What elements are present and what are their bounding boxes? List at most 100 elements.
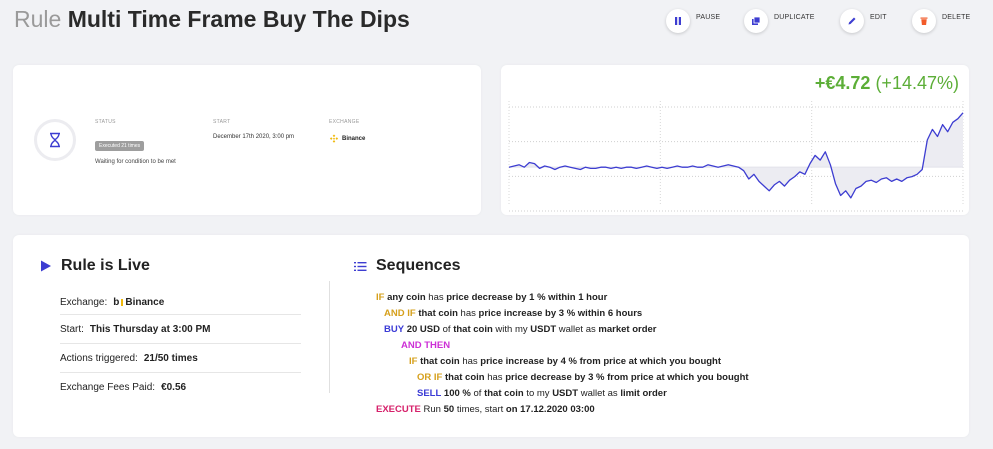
list-icon (354, 261, 367, 271)
seq-condition: price decrease by 1 % within 1 hour (446, 292, 608, 303)
seq-keyword: IF (376, 292, 385, 303)
live-start-row: Start: This Thursday at 3:00 PM (60, 316, 301, 344)
action-toolbar: PAUSE DUPLICATE EDIT DELETE (660, 8, 980, 34)
seq-verb: has (460, 308, 476, 319)
seq-condition: price increase by 3 % within 6 hours (478, 308, 643, 319)
binance-icon (329, 134, 339, 143)
seq-word: wallet as (580, 388, 618, 399)
duplicate-icon-wrap (744, 9, 768, 33)
play-icon (41, 260, 51, 272)
seq-subject: that coin (453, 324, 493, 335)
profit-loss: +€4.72 (+14.47%) (815, 73, 959, 94)
live-exchange-value: Binance (125, 297, 165, 308)
seq-keyword: AND IF (384, 308, 416, 319)
binance-logo-icon: b (113, 297, 120, 308)
seq-word: wallet as (558, 324, 596, 335)
chart-area-fill (509, 112, 963, 198)
live-start-label: Start: (60, 324, 84, 335)
profit-absolute: +€4.72 (814, 73, 871, 93)
status-subtext: Waiting for condition to be met (95, 159, 176, 165)
pause-icon (675, 17, 681, 25)
live-exchange-row: Exchange: b Binance (60, 291, 301, 315)
trash-icon (920, 17, 928, 25)
page-header: Rule Multi Time Frame Buy The Dips (14, 4, 410, 36)
live-fees-label: Exchange Fees Paid: (60, 381, 156, 393)
seq-verb: has (462, 356, 478, 367)
seq-condition: price decrease by 3 % from price at whic… (505, 372, 749, 383)
status-badge: Executed 21 times (95, 141, 145, 151)
seq-line-4: AND THEN (401, 340, 450, 352)
seq-word: of (442, 324, 451, 335)
exchange-value: Binance (329, 134, 365, 144)
seq-word: Run (423, 404, 441, 415)
hourglass-icon (50, 132, 60, 148)
edit-button[interactable]: EDIT (840, 8, 887, 34)
seq-count: 50 (443, 404, 455, 415)
start-column: START December 17th 2020, 3:00 pm (213, 119, 294, 140)
seq-amount: 100 % (443, 388, 471, 399)
seq-line-5: IF that coin has price increase by 4 % f… (409, 356, 721, 368)
delete-label: DELETE (942, 13, 971, 21)
page-title-prefix: Rule (14, 6, 62, 32)
live-actions-value: 21/50 times (143, 353, 198, 364)
status-column: STATUS Executed 21 times Waiting for con… (95, 119, 176, 165)
seq-subject: that coin (418, 308, 458, 319)
seq-keyword: SELL (417, 388, 442, 399)
profit-line-chart (508, 101, 964, 212)
seq-subject: that coin (484, 388, 524, 399)
pause-label: PAUSE (696, 13, 721, 21)
seq-verb: has (487, 372, 503, 383)
live-fees-value: €0.56 (161, 381, 187, 393)
live-actions-label: Actions triggered: (60, 353, 138, 364)
seq-verb: has (428, 292, 444, 303)
seq-order-type: limit order (620, 388, 667, 399)
column-divider (329, 281, 330, 393)
seq-wallet: USDT (552, 388, 579, 399)
profit-percent: (+14.47%) (875, 73, 959, 93)
seq-start-date: on 17.12.2020 03:00 (505, 404, 595, 415)
seq-amount: 20 USD (406, 324, 440, 335)
chart-series-line (508, 112, 964, 199)
status-label: STATUS (95, 119, 116, 125)
sequences-title: Sequences (376, 257, 461, 274)
duplicate-button[interactable]: DUPLICATE (744, 8, 815, 34)
exchange-name: Binance (342, 136, 366, 142)
start-value: December 17th 2020, 3:00 pm (213, 134, 295, 140)
seq-condition: price increase by 4 % from price at whic… (480, 356, 722, 367)
start-label: START (213, 119, 231, 125)
seq-word: with my (495, 324, 528, 335)
seq-keyword: AND THEN (401, 340, 451, 351)
rule-detail-card: Rule is Live Exchange: b Binance Start: … (13, 235, 969, 437)
seq-keyword: IF (409, 356, 418, 367)
seq-line-1: IF any coin has price decrease by 1 % wi… (376, 292, 607, 304)
seq-word: to my (526, 388, 550, 399)
seq-keyword: EXECUTE (376, 404, 421, 415)
page-title-text: Multi Time Frame Buy The Dips (67, 6, 410, 32)
hourglass-badge (34, 119, 76, 161)
seq-keyword: OR IF (417, 372, 443, 383)
edit-label: EDIT (870, 13, 887, 21)
pencil-icon (848, 17, 856, 25)
seq-word: of (473, 388, 482, 399)
seq-word: times, start (456, 404, 504, 415)
pause-button[interactable]: PAUSE (666, 8, 720, 34)
live-actions-row: Actions triggered: 21/50 times (60, 345, 301, 373)
exchange-label: EXCHANGE (329, 119, 360, 125)
status-card: STATUS Executed 21 times Waiting for con… (13, 65, 481, 215)
duplicate-label: DUPLICATE (774, 13, 815, 21)
delete-icon-wrap (912, 9, 936, 33)
live-start-value: This Thursday at 3:00 PM (89, 324, 211, 335)
exchange-column: EXCHANGE Binance (329, 119, 365, 144)
live-fees-row: Exchange Fees Paid: €0.56 (60, 374, 301, 400)
seq-line-6: OR IF that coin has price decrease by 3 … (417, 372, 749, 384)
seq-subject: any coin (387, 292, 426, 303)
seq-keyword: BUY (384, 324, 405, 335)
delete-button[interactable]: DELETE (912, 8, 970, 34)
rule-live-heading: Rule is Live (40, 257, 150, 275)
seq-subject: that coin (420, 356, 460, 367)
sequences-heading: Sequences (354, 257, 460, 275)
seq-subject: that coin (444, 372, 485, 383)
binance-bar-icon (121, 299, 124, 306)
edit-icon-wrap (840, 9, 864, 33)
seq-line-7: SELL 100 % of that coin to my USDT walle… (417, 388, 667, 400)
